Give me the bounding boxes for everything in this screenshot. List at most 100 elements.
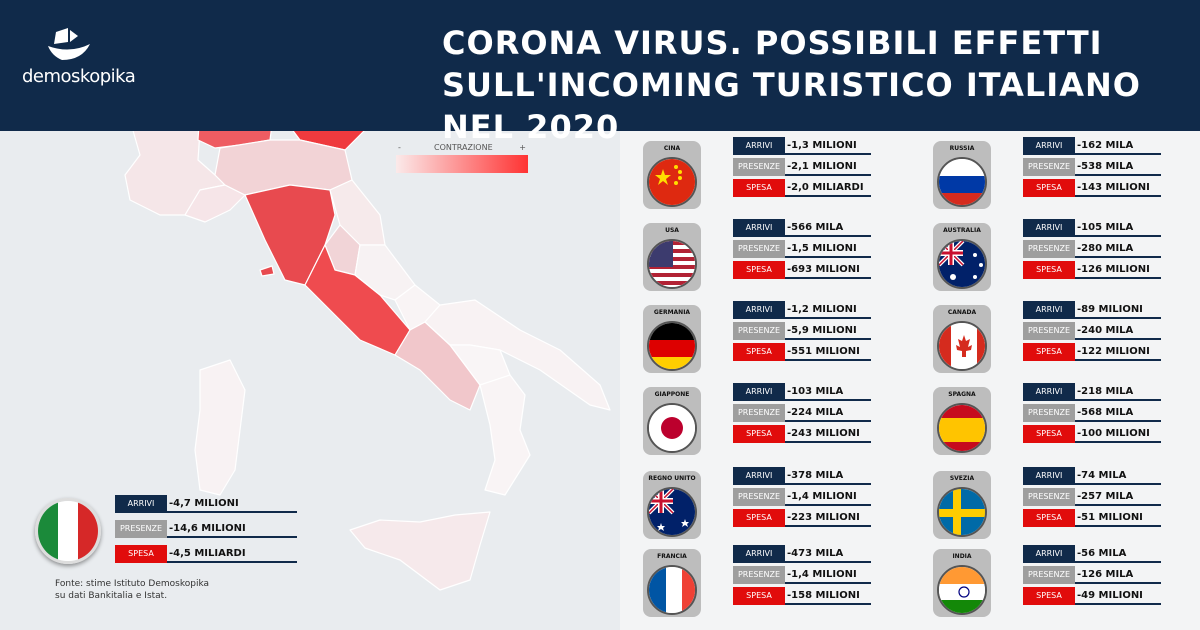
country-badge: CINA <box>643 141 701 209</box>
presenze-value: -257 MILA <box>1075 488 1161 506</box>
presenze-value: -280 MILA <box>1075 240 1161 258</box>
country-badge: USA <box>643 223 701 291</box>
legend-color-scale <box>396 155 528 173</box>
presenze-value: -240 MILA <box>1075 322 1161 340</box>
country-name: REGNO UNITO <box>648 475 696 482</box>
presenze-value: -224 MILA <box>785 404 871 422</box>
arrivi-value: -105 MILA <box>1075 219 1161 237</box>
arrivi-label: ARRIVI <box>1023 219 1075 237</box>
presenze-label: PRESENZE <box>1023 158 1075 176</box>
arrivi-value: -378 MILA <box>785 467 871 485</box>
brand-name: demoskopika <box>22 66 136 87</box>
arrivi-value: -162 MILA <box>1075 137 1161 155</box>
spesa-value: -49 MILIONI <box>1075 587 1161 605</box>
spesa-value: -243 MILIONI <box>785 425 871 443</box>
italy-arrivi-label: ARRIVI <box>115 495 167 513</box>
presenze-label: PRESENZE <box>733 488 785 506</box>
country-card-svezia: SVEZIA ARRIVI -74 MILA PRESENZE -257 MILA … <box>910 463 1200 543</box>
country-name: GERMANIA <box>653 309 691 316</box>
title-line-1: CORONA VIRUS. POSSIBILI EFFETTI <box>442 24 1103 62</box>
presenze-value: -126 MILA <box>1075 566 1161 584</box>
title-line-2: SULL'INCOMING TURISTICO ITALIANO NEL 202… <box>442 66 1141 146</box>
presenze-value: -538 MILA <box>1075 158 1161 176</box>
country-card-india: INDIA ARRIVI -56 MILA PRESENZE -126 MILA S… <box>910 541 1200 621</box>
spesa-label: SPESA <box>1023 179 1075 197</box>
italy-arrivi-value: -4,7 MILIONI <box>167 495 297 513</box>
italy-map-area <box>0 131 620 630</box>
source-line-1: Fonte: stime Istituto Demoskopika <box>55 579 210 589</box>
presenze-label: PRESENZE <box>1023 566 1075 584</box>
country-badge: SPAGNA <box>933 387 991 455</box>
source-line-2: su dati Bankitalia e Istat. <box>55 591 168 601</box>
arrivi-value: -56 MILA <box>1075 545 1161 563</box>
presenze-value: -2,1 MILIONI <box>785 158 871 176</box>
spesa-value: -126 MILIONI <box>1075 261 1161 279</box>
legend-title: CONTRAZIONE <box>434 143 493 152</box>
arrivi-label: ARRIVI <box>733 467 785 485</box>
legend-minus: - <box>398 143 401 152</box>
arrivi-label: ARRIVI <box>733 545 785 563</box>
spesa-value: -100 MILIONI <box>1075 425 1161 443</box>
country-card-spagna: SPAGNA ARRIVI -218 MILA PRESENZE -568 MILA… <box>910 379 1200 459</box>
presenze-label: PRESENZE <box>1023 322 1075 340</box>
country-badge: INDIA <box>933 549 991 617</box>
spesa-label: SPESA <box>1023 343 1075 361</box>
country-card-russia: RUSSIA ARRIVI -162 MILA PRESENZE -538 MILA… <box>910 133 1200 213</box>
boat-icon <box>48 28 90 60</box>
canada-flag-icon <box>937 321 987 371</box>
arrivi-value: -566 MILA <box>785 219 871 237</box>
italy-presenze-value: -14,6 MILIONI <box>167 520 297 538</box>
country-card-cina: CINA ARRIVI -1,3 MILIONI PRESENZE -2,1 MIL… <box>620 133 910 213</box>
spesa-value: -693 MILIONI <box>785 261 871 279</box>
country-badge: REGNO UNITO <box>643 471 701 539</box>
arrivi-value: -1,2 MILIONI <box>785 301 871 319</box>
arrivi-value: -103 MILA <box>785 383 871 401</box>
uk-flag-icon <box>647 487 697 537</box>
arrivi-value: -218 MILA <box>1075 383 1161 401</box>
country-card-giappone: GIAPPONE ARRIVI -103 MILA PRESENZE -224 MI… <box>620 379 910 459</box>
region-sicilia <box>349 511 491 591</box>
italy-map <box>124 131 611 591</box>
arrivi-label: ARRIVI <box>733 137 785 155</box>
spesa-label: SPESA <box>1023 261 1075 279</box>
china-flag-icon <box>647 157 697 207</box>
presenze-value: -1,5 MILIONI <box>785 240 871 258</box>
country-name: INDIA <box>952 553 972 560</box>
spesa-label: SPESA <box>733 587 785 605</box>
presenze-label: PRESENZE <box>733 322 785 340</box>
italy-spesa-row: SPESA -4,5 MILIARDI <box>115 545 297 563</box>
arrivi-label: ARRIVI <box>1023 301 1075 319</box>
arrivi-label: ARRIVI <box>1023 467 1075 485</box>
italy-arrivi-row: ARRIVI -4,7 MILIONI <box>115 495 297 513</box>
arrivi-label: ARRIVI <box>733 219 785 237</box>
country-name: AUSTRALIA <box>943 227 981 234</box>
arrivi-value: -1,3 MILIONI <box>785 137 871 155</box>
arrivi-value: -74 MILA <box>1075 467 1161 485</box>
country-badge: AUSTRALIA <box>933 223 991 291</box>
country-card-francia: FRANCIA ARRIVI -473 MILA PRESENZE -1,4 MIL… <box>620 541 910 621</box>
italy-presenze-label: PRESENZE <box>115 520 167 538</box>
spesa-value: -158 MILIONI <box>785 587 871 605</box>
header: demoskopika CORONA VIRUS. POSSIBILI EFFE… <box>0 0 1200 146</box>
spesa-label: SPESA <box>733 261 785 279</box>
presenze-value: -1,4 MILIONI <box>785 488 871 506</box>
region-sardegna <box>194 359 246 496</box>
country-card-canada: CANADA ARRIVI -89 MILIONI PRESENZE -240 MI… <box>910 297 1200 377</box>
source-note: Fonte: stime Istituto Demoskopika su dat… <box>55 578 209 602</box>
country-card-regno-unito: REGNO UNITO ARRIVI -378 MILA PRESENZE -1,4… <box>620 463 910 543</box>
country-name: CINA <box>663 145 681 152</box>
spesa-label: SPESA <box>733 343 785 361</box>
arrivi-label: ARRIVI <box>733 301 785 319</box>
sweden-flag-icon <box>937 487 987 537</box>
presenze-label: PRESENZE <box>1023 488 1075 506</box>
spesa-label: SPESA <box>1023 587 1075 605</box>
country-card-usa: USA ARRIVI -566 MILA PRESENZE -1,5 MILIONI… <box>620 215 910 295</box>
region-calabria <box>479 374 531 496</box>
italy-spesa-label: SPESA <box>115 545 167 563</box>
brand-logo: demoskopika <box>22 26 136 96</box>
country-name: SVEZIA <box>949 475 975 482</box>
italy-presenze-row: PRESENZE -14,6 MILIONI <box>115 520 297 538</box>
usa-flag-icon <box>647 239 697 289</box>
country-badge: GERMANIA <box>643 305 701 373</box>
presenze-label: PRESENZE <box>1023 404 1075 422</box>
